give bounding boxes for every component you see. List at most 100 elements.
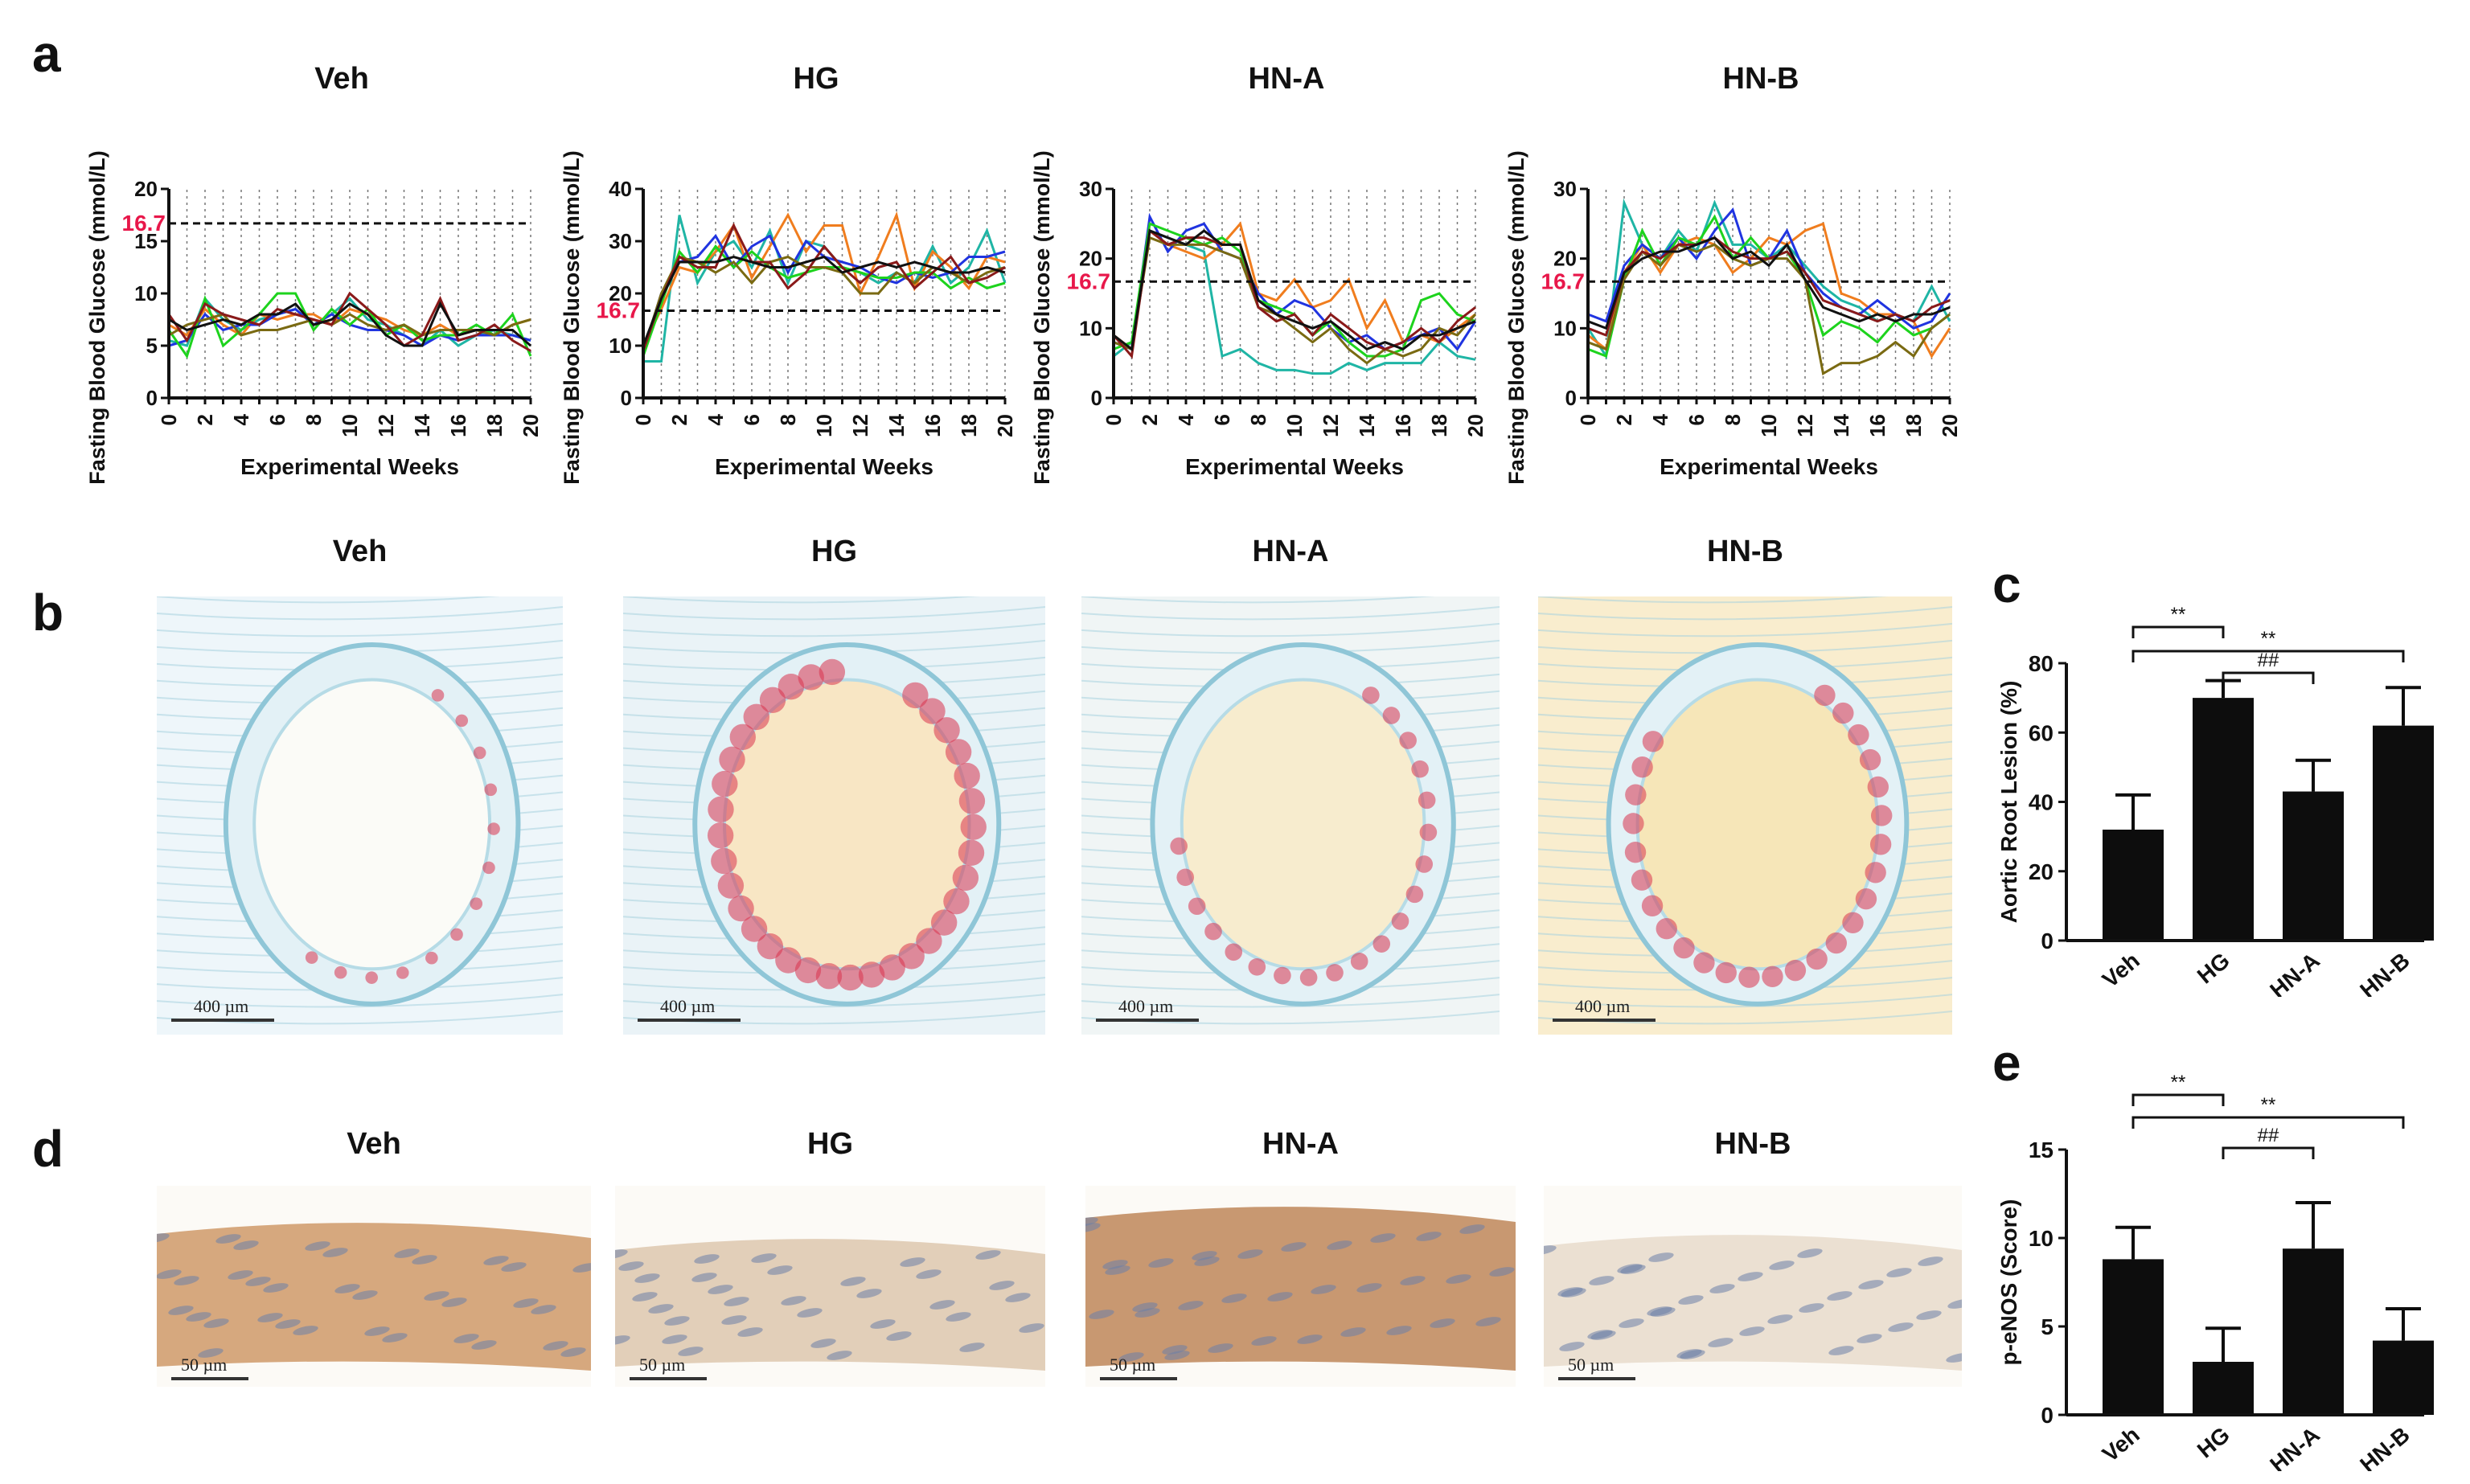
cell-nucleus bbox=[708, 1285, 733, 1294]
chart-title: HG bbox=[794, 62, 839, 96]
lipid-lesion bbox=[1326, 964, 1344, 982]
x-tick-label: 20 bbox=[1938, 414, 1962, 437]
tissue-fiber bbox=[157, 605, 563, 621]
lipid-lesion bbox=[487, 822, 500, 835]
micrograph-image bbox=[1538, 596, 1952, 1035]
cell-nucleus bbox=[1617, 1264, 1643, 1273]
series-line-6 bbox=[642, 222, 1006, 351]
y-axis-label: Fasting Blood Glucose (mmol/L) bbox=[560, 150, 584, 485]
x-tick-label: 8 bbox=[776, 414, 800, 425]
significance-label: ## bbox=[2258, 650, 2279, 671]
lipid-lesion bbox=[952, 864, 979, 892]
lipid-lesion bbox=[1176, 868, 1195, 887]
lipid-lesion bbox=[1832, 702, 1854, 724]
cell-nucleus bbox=[916, 1269, 942, 1279]
cell-nucleus bbox=[751, 1253, 777, 1263]
cell-nucleus bbox=[1589, 1276, 1615, 1285]
lipid-lesion bbox=[484, 783, 498, 797]
p-enos-micrograph-veh bbox=[157, 1186, 591, 1387]
cell-nucleus bbox=[989, 1281, 1015, 1290]
cell-nucleus bbox=[1132, 1302, 1158, 1312]
cell-nucleus bbox=[203, 1318, 229, 1328]
cell-nucleus bbox=[198, 1348, 224, 1358]
glucose-chart-svg: Veh 16.7 0 5 10 15 20 0 2 4 6 8 10 12 14 16 18 20 Experime… bbox=[85, 62, 543, 485]
cell-nucleus bbox=[1311, 1285, 1336, 1294]
lipid-lesion bbox=[1825, 932, 1847, 954]
y-tick-label: 0 bbox=[1565, 386, 1577, 410]
cell-nucleus bbox=[1918, 1256, 1943, 1266]
cell-nucleus bbox=[1886, 1268, 1912, 1277]
tissue-fiber bbox=[1081, 596, 1435, 604]
cell-nucleus bbox=[1105, 1265, 1130, 1275]
glucose-chart-hn-a: HN-A 16.7 0 10 20 30 0 2 4 6 8 10 12 14 16 18 20 Experime… bbox=[1025, 48, 1500, 514]
lipid-lesion bbox=[1870, 805, 1893, 826]
cell-nucleus bbox=[1678, 1295, 1704, 1305]
x-tick-label: 18 bbox=[957, 414, 981, 437]
cell-nucleus bbox=[1005, 1293, 1031, 1302]
cell-nucleus bbox=[572, 1263, 591, 1273]
tissue-fiber bbox=[1538, 596, 1888, 604]
x-tick-label: 18 bbox=[482, 414, 507, 437]
scale-bar bbox=[1096, 1019, 1199, 1022]
cell-nucleus bbox=[634, 1273, 660, 1283]
significance-bracket bbox=[2132, 625, 2225, 638]
threshold-label: 16.7 bbox=[122, 211, 166, 236]
lipid-lesion bbox=[902, 682, 929, 709]
x-tick-label: 6 bbox=[740, 414, 764, 425]
x-tick-label: 10 bbox=[1757, 414, 1781, 437]
cell-nucleus bbox=[293, 1326, 318, 1335]
y-tick-label: 0 bbox=[2041, 1403, 2054, 1428]
lipid-lesion bbox=[728, 895, 754, 922]
cell-nucleus bbox=[1237, 1249, 1263, 1259]
x-axis-label: Experimental Weeks bbox=[240, 454, 459, 479]
lipid-lesion bbox=[1656, 918, 1677, 940]
lipid-lesion bbox=[1372, 935, 1391, 953]
cell-nucleus bbox=[632, 1292, 658, 1302]
x-tick-label: 10 bbox=[338, 414, 362, 437]
cell-nucleus bbox=[412, 1255, 437, 1265]
x-tick-label: Veh bbox=[2098, 948, 2144, 993]
aortic-root-lesion-chart: 0 20 40 60 80 Veh HG HN-A HN-B Aortic Root Lesion… bbox=[1986, 595, 2460, 1003]
vessel-wall-stain bbox=[1544, 1235, 1962, 1371]
scale-bar bbox=[1100, 1377, 1177, 1380]
cell-nucleus bbox=[1799, 1303, 1824, 1313]
x-tick-label: HN-A bbox=[2265, 1422, 2324, 1471]
y-tick-label: 30 bbox=[609, 229, 632, 253]
lipid-lesion bbox=[930, 909, 958, 936]
micrograph-image bbox=[615, 1186, 1045, 1387]
y-tick-label: 15 bbox=[134, 229, 158, 253]
p-enos-title-hg: HG bbox=[807, 1127, 853, 1161]
cell-nucleus bbox=[618, 1261, 644, 1271]
lipid-lesion bbox=[1399, 732, 1417, 749]
lipid-lesion bbox=[879, 954, 905, 981]
tissue-fiber bbox=[1538, 994, 1952, 1008]
cell-nucleus bbox=[1544, 1245, 1557, 1255]
cell-nucleus bbox=[1102, 1260, 1128, 1269]
lipid-lesion bbox=[858, 961, 885, 988]
scale-bar-label: 400 µm bbox=[1575, 996, 1631, 1016]
lipid-lesion bbox=[798, 664, 824, 691]
y-tick-label: 20 bbox=[1079, 247, 1102, 271]
lipid-lesion bbox=[425, 951, 438, 965]
x-tick-label: 16 bbox=[446, 414, 470, 437]
series-line-7 bbox=[1587, 236, 1951, 330]
lipid-lesion bbox=[1784, 959, 1807, 982]
cell-nucleus bbox=[168, 1306, 194, 1315]
oil-red-micrograph-hn-a bbox=[1081, 596, 1500, 1035]
cell-nucleus bbox=[1089, 1310, 1114, 1319]
lipid-lesion bbox=[819, 658, 846, 686]
bar-hg bbox=[2193, 1362, 2254, 1415]
x-tick-label: 10 bbox=[1282, 414, 1307, 437]
x-tick-label: 14 bbox=[1829, 413, 1853, 437]
cell-nucleus bbox=[215, 1234, 241, 1244]
lesion-svg: 0 20 40 60 80 Veh HG HN-A HN-B Aortic Root Lesion… bbox=[1996, 604, 2434, 1003]
lipid-lesion bbox=[1814, 684, 1836, 707]
cell-nucleus bbox=[1475, 1317, 1501, 1326]
y-tick-label: 10 bbox=[2029, 1226, 2054, 1251]
cell-nucleus bbox=[1267, 1292, 1293, 1302]
scale-bar-label: 400 µm bbox=[660, 996, 716, 1016]
significance-label: ** bbox=[2171, 1072, 2186, 1093]
cell-nucleus bbox=[810, 1338, 836, 1348]
significance-label: ** bbox=[2171, 604, 2186, 625]
lipid-lesion bbox=[396, 966, 409, 979]
